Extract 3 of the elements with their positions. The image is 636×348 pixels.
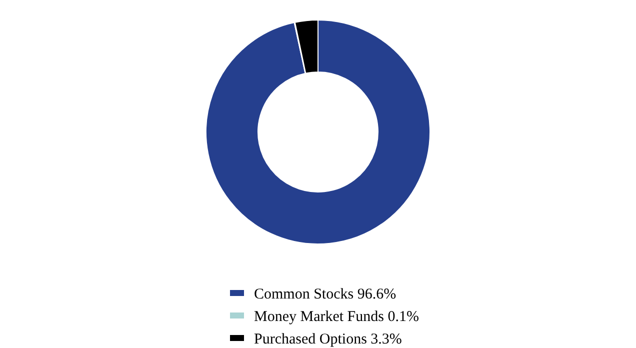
legend-label: Money Market Funds 0.1% bbox=[254, 308, 419, 325]
legend-label: Common Stocks 96.6% bbox=[254, 286, 396, 302]
legend-label: Purchased Options 3.3% bbox=[254, 331, 402, 348]
